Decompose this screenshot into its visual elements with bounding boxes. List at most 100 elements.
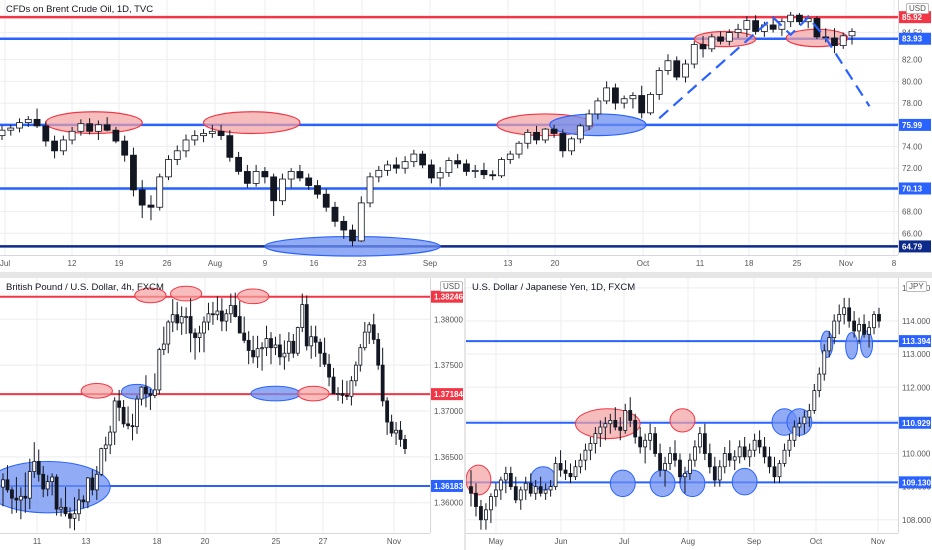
brent-candle-81	[708, 33, 716, 53]
gbpusd-candle-73	[327, 354, 331, 387]
brent-x-tick-6: 16	[310, 259, 319, 268]
usdjpy-candle-body-57	[752, 439, 757, 451]
brent-chart-pane[interactable]: 66.0068.0070.0072.0074.0076.0078.0080.00…	[0, 0, 932, 272]
usdjpy-candle-21	[573, 460, 578, 481]
usdjpy-candle-31	[623, 403, 628, 434]
gbpusd-x-tick-1: 13	[82, 537, 91, 546]
gbpusd-candle-41	[184, 307, 189, 334]
gbpusd-level-tag-2	[431, 479, 463, 492]
gbpusd-candle-body-81	[362, 331, 367, 349]
brent-candle-body-29	[252, 171, 260, 184]
brent-candle-body-15	[130, 154, 137, 191]
gbpusd-candle-body-79	[353, 364, 358, 382]
gbpusd-candle-body-89	[398, 429, 403, 440]
brent-x-tick-14: 25	[793, 259, 802, 268]
usdjpy-currency-badge[interactable]: JPY	[906, 281, 927, 292]
gbpusd-candle-body-56	[251, 350, 256, 358]
brent-candle-body-4	[33, 118, 41, 127]
brent-candle-42	[366, 172, 374, 208]
gbpusd-candle-21	[94, 466, 99, 500]
usdjpy-y-tick-5: 113.000	[902, 350, 931, 359]
brent-candle-46	[401, 156, 409, 174]
gbpusd-candle-88	[394, 422, 398, 445]
usdjpy-candle-body-75	[842, 307, 847, 315]
gbpusd-candle-71	[318, 338, 323, 367]
gbpusd-candle-60	[269, 332, 273, 365]
brent-candle-body-31	[270, 176, 278, 202]
usdjpy-x-tick-3: Aug	[681, 537, 695, 546]
usdjpy-candle-body-14	[538, 486, 543, 494]
usdjpy-candle-8	[508, 466, 513, 490]
usdjpy-candle-75	[842, 297, 847, 325]
brent-candle-51	[445, 157, 453, 177]
gbpusd-candle-body-68	[304, 304, 309, 347]
gbpusd-candle-body-87	[389, 421, 394, 434]
gbpusd-candle-49	[219, 298, 224, 332]
brent-currency-badge[interactable]: USD	[906, 3, 929, 14]
gbpusd-x-tick-3: 20	[201, 537, 210, 546]
gbpusd-candle-33	[148, 388, 153, 411]
gbpusd-candle-45	[202, 316, 206, 353]
gbpusd-candle-body-21	[94, 473, 99, 491]
gbpusd-candle-64	[286, 332, 291, 362]
usdjpy-support-ellipse-11	[845, 332, 859, 360]
pane-separator-vertical[interactable]	[464, 278, 466, 550]
usdjpy-candle-body-15	[543, 489, 548, 494]
brent-candle-body-43	[375, 169, 383, 178]
gbpusd-candle-body-17	[77, 499, 81, 515]
usdjpy-candle-body-32	[628, 410, 633, 421]
pane-separator-horizontal[interactable]	[0, 272, 932, 278]
brent-candle-body-68	[594, 100, 602, 115]
usdjpy-candle-34	[638, 427, 643, 454]
usdjpy-chart[interactable]: 108.000109.000110.000111.000112.000113.0…	[466, 278, 932, 550]
gbpusd-chart[interactable]: 1.360001.365001.370001.375001.380001.382…	[0, 278, 464, 550]
gbpusd-candle-body-61	[273, 344, 278, 349]
brent-chart[interactable]: 66.0068.0070.0072.0074.0076.0078.0080.00…	[0, 0, 932, 272]
brent-candle-body-62	[541, 128, 549, 141]
brent-candle-1	[7, 124, 15, 136]
gbpusd-candle-84	[376, 333, 381, 370]
gbpusd-candle-1	[5, 465, 10, 493]
usdjpy-x-tick-6: Nov	[871, 537, 885, 546]
gbpusd-chart-pane[interactable]: 1.36000 1.36500 1.37000 1.37500 1.38000 1.382…	[0, 278, 464, 550]
gbpusd-candle-body-44	[197, 332, 202, 339]
usdjpy-candle-69	[812, 383, 817, 414]
brent-candle-75	[655, 67, 663, 100]
gbpusd-candle-54	[242, 316, 247, 344]
gbpusd-candle-48	[215, 296, 220, 321]
brent-candle-63	[550, 124, 558, 138]
brent-y-tick-0: 66.00	[902, 229, 923, 238]
gbpusd-currency-badge[interactable]: USD	[440, 281, 463, 292]
brent-candle-60	[524, 129, 532, 149]
brent-candle-body-46	[401, 161, 409, 169]
gbpusd-candle-body-28	[126, 423, 130, 427]
gbpusd-candle-34	[152, 373, 157, 399]
usdjpy-candle-body-51	[722, 453, 727, 468]
brent-candles	[0, 11, 856, 247]
gbpusd-candle-body-30	[135, 398, 139, 427]
brent-candle-26	[226, 130, 234, 162]
brent-candle-body-64	[559, 133, 567, 152]
brent-candle-body-8	[68, 130, 76, 141]
usdjpy-candle-body-4	[489, 496, 493, 511]
usdjpy-candle-16	[548, 480, 553, 497]
gbpusd-candle-body-0	[1, 479, 5, 488]
brent-candle-body-69	[603, 87, 611, 102]
gbpusd-candle-23	[103, 436, 108, 462]
gbpusd-candle-body-88	[394, 429, 398, 434]
gbpusd-candle-body-11	[50, 476, 55, 483]
usdjpy-y-ticks: 108.000109.000110.000111.000112.000113.0…	[902, 284, 931, 525]
gbpusd-candle-body-49	[219, 310, 224, 322]
gbpusd-candle-body-19	[85, 477, 90, 503]
gbpusd-candle-body-43	[193, 332, 197, 339]
usdjpy-candle-body-71	[822, 350, 827, 375]
brent-candle-body-95	[831, 37, 838, 46]
usdjpy-candle-63	[782, 443, 787, 467]
gbpusd-candle-78	[349, 376, 354, 406]
brent-candle-47	[410, 149, 418, 168]
brent-candle-24	[208, 124, 216, 138]
usdjpy-chart-pane[interactable]: 108.000109.000110.000111.000112.000113.0…	[466, 278, 932, 550]
gbpusd-candle-59	[264, 325, 269, 356]
brent-candle-body-51	[445, 160, 453, 173]
brent-candle-body-65	[568, 138, 575, 152]
